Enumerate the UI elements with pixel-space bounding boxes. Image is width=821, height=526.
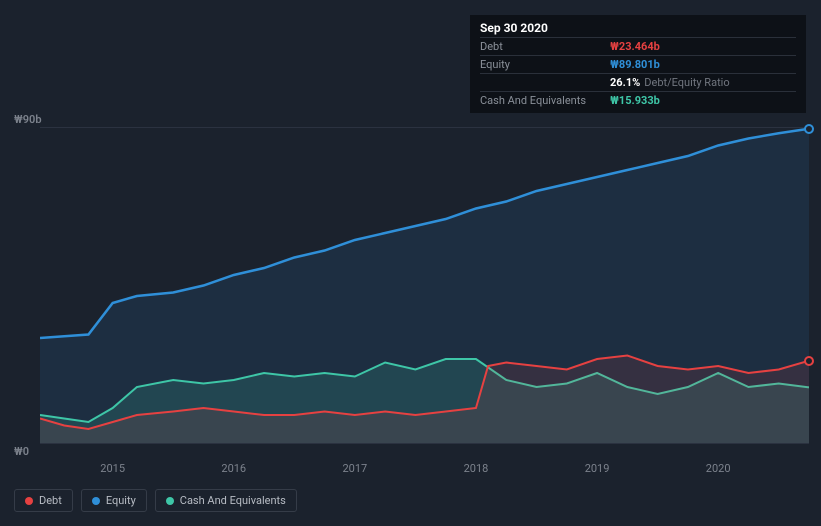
x-tick: 2016 [221,462,246,475]
chart-tooltip: Sep 30 2020 Debt₩23.464bEquity₩89.801b26… [470,15,806,113]
tooltip-row: Cash And Equivalents₩15.933b [480,91,796,109]
chart-area: ₩90b ₩0 [10,115,809,456]
legend-label: Cash And Equivalents [180,494,286,507]
tooltip-row-value: 26.1% [610,76,640,89]
legend-item[interactable]: Cash And Equivalents [155,489,297,512]
tooltip-row-label: Equity [480,58,610,71]
x-tick: 2015 [100,462,125,475]
x-tick: 2018 [464,462,489,475]
legend-label: Equity [106,494,136,507]
tooltip-row-value: ₩89.801b [610,58,660,71]
legend-item[interactable]: Equity [81,489,147,512]
legend-swatch [25,497,33,505]
tooltip-row: Equity₩89.801b [480,55,796,73]
tooltip-row-value: ₩15.933b [610,94,660,107]
tooltip-row: Debt₩23.464b [480,37,796,55]
tooltip-row-suffix: Debt/Equity Ratio [644,76,729,89]
series-marker-debt [804,356,814,366]
chart-svg [40,128,809,443]
legend-swatch [92,497,100,505]
x-tick: 2017 [342,462,367,475]
tooltip-row: 26.1% Debt/Equity Ratio [480,73,796,91]
chart-legend: Debt Equity Cash And Equivalents [14,489,297,512]
tooltip-row-label: Cash And Equivalents [480,94,610,107]
x-axis: 2015 2016 2017 2018 2019 2020 [40,462,809,482]
plot-region[interactable] [40,127,809,444]
y-axis-bottom-label: ₩0 [14,445,29,458]
x-tick: 2020 [706,462,731,475]
y-axis-top-label: ₩90b [14,113,42,126]
tooltip-date: Sep 30 2020 [480,21,796,37]
tooltip-row-label: Debt [480,40,610,53]
legend-swatch [166,497,174,505]
series-marker-equity [804,124,814,134]
legend-item[interactable]: Debt [14,489,73,512]
x-tick: 2019 [585,462,610,475]
legend-label: Debt [39,494,62,507]
tooltip-row-value: ₩23.464b [610,40,660,53]
